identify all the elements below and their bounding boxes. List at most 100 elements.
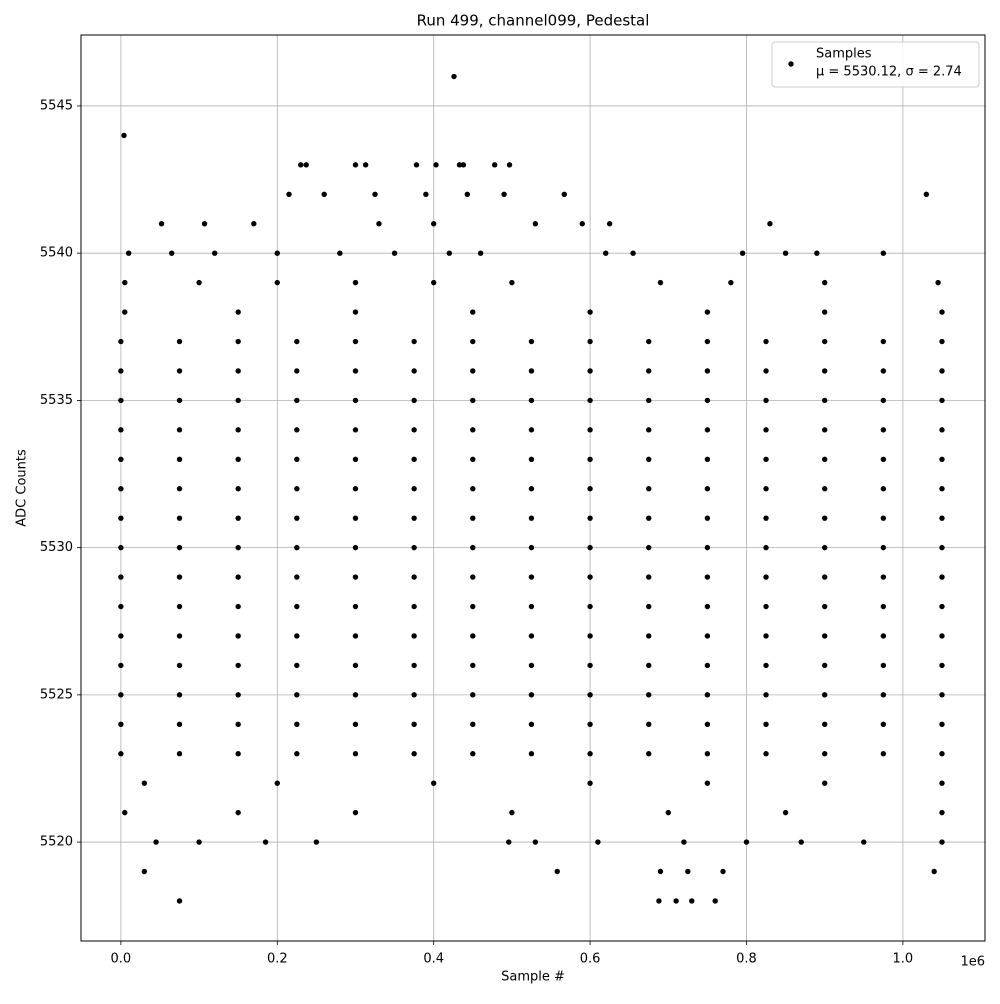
point xyxy=(587,338,593,345)
point xyxy=(118,397,124,404)
point xyxy=(352,338,359,345)
point xyxy=(118,633,124,639)
point xyxy=(411,633,417,639)
point xyxy=(657,279,664,286)
point xyxy=(880,662,887,669)
point xyxy=(411,544,417,551)
point xyxy=(821,486,828,492)
point xyxy=(763,486,769,492)
point xyxy=(939,809,945,816)
point xyxy=(169,250,175,256)
point xyxy=(528,515,535,521)
point xyxy=(935,279,941,286)
point xyxy=(509,279,515,286)
point xyxy=(274,250,280,256)
point xyxy=(939,721,945,727)
point xyxy=(880,250,887,256)
legend-label: Samples xyxy=(816,47,872,62)
point xyxy=(352,309,359,315)
point xyxy=(587,662,593,669)
point xyxy=(931,868,937,875)
point xyxy=(477,250,484,256)
point xyxy=(704,456,711,462)
point xyxy=(456,162,463,168)
point xyxy=(704,486,711,492)
point xyxy=(352,574,359,580)
point xyxy=(212,250,218,256)
point xyxy=(763,515,769,521)
point xyxy=(880,751,887,757)
point xyxy=(201,221,208,227)
point xyxy=(821,456,828,462)
point xyxy=(704,692,711,698)
point xyxy=(821,544,828,551)
point xyxy=(294,574,300,580)
point xyxy=(176,662,183,669)
point xyxy=(176,692,183,698)
point xyxy=(235,603,241,610)
point xyxy=(470,397,476,404)
point xyxy=(728,279,734,286)
point xyxy=(656,898,662,904)
point xyxy=(235,309,241,315)
x-offset-label: 1e6 xyxy=(960,955,985,970)
point xyxy=(141,780,148,786)
point xyxy=(294,515,300,521)
point xyxy=(274,279,280,286)
point xyxy=(880,721,887,727)
point xyxy=(595,839,601,845)
x-tick-label: 0.8 xyxy=(736,952,757,967)
point xyxy=(464,191,471,197)
point xyxy=(720,868,726,875)
point xyxy=(939,662,945,669)
point xyxy=(880,515,887,521)
point xyxy=(274,780,280,786)
point xyxy=(763,544,769,551)
point xyxy=(372,191,378,197)
point xyxy=(294,603,300,610)
point xyxy=(235,486,241,492)
point xyxy=(821,309,828,315)
legend: Samples μ = 5530.12, σ = 2.74 xyxy=(771,41,980,88)
plot-frame xyxy=(80,34,986,942)
point xyxy=(763,633,769,639)
point xyxy=(880,692,887,698)
point xyxy=(704,397,711,404)
point xyxy=(528,486,535,492)
point xyxy=(646,456,652,462)
point xyxy=(704,662,711,669)
point xyxy=(126,250,132,256)
point xyxy=(939,751,945,757)
point xyxy=(763,427,769,433)
point xyxy=(630,250,636,256)
point xyxy=(646,751,652,757)
point xyxy=(413,162,420,168)
y-axis-label: ADC Counts xyxy=(15,449,30,527)
point xyxy=(337,250,343,256)
chart-title: Run 499, channel099, Pedestal xyxy=(417,12,650,30)
point xyxy=(158,221,165,227)
point xyxy=(352,456,359,462)
point xyxy=(118,662,124,669)
point xyxy=(430,780,437,786)
point xyxy=(704,338,711,345)
x-tick-label: 0.6 xyxy=(580,952,601,967)
point xyxy=(411,751,417,757)
point xyxy=(176,898,183,904)
point xyxy=(880,544,887,551)
point xyxy=(704,574,711,580)
point xyxy=(673,898,679,904)
point xyxy=(352,721,359,727)
point xyxy=(303,162,309,168)
point xyxy=(294,544,300,551)
point xyxy=(176,574,183,580)
point xyxy=(763,692,769,698)
point xyxy=(433,162,439,168)
point xyxy=(470,662,476,669)
point xyxy=(646,397,652,404)
point xyxy=(939,368,945,374)
point xyxy=(470,692,476,698)
point xyxy=(235,692,241,698)
point xyxy=(121,132,127,139)
